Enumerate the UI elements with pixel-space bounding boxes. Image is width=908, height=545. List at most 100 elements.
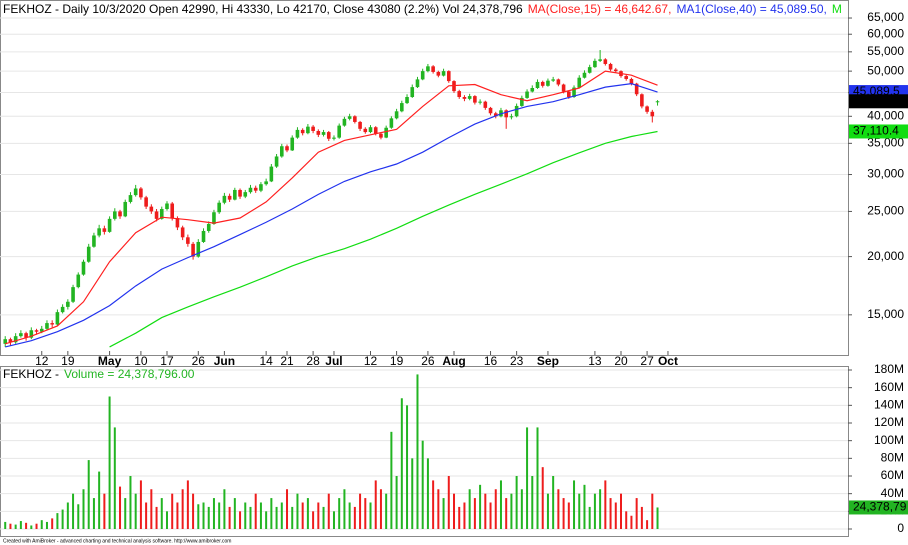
candle-body	[655, 101, 660, 103]
volume-bar	[45, 521, 48, 529]
volume-bar	[520, 489, 523, 529]
volume-bar	[583, 484, 586, 529]
volume-bar	[484, 493, 487, 529]
candle-body	[39, 328, 44, 332]
volume-bar	[432, 480, 435, 529]
ma-line	[5, 70, 658, 345]
candle-body	[159, 209, 164, 219]
volume-bar	[108, 396, 111, 529]
x-tick-label: 16	[484, 354, 498, 368]
volume-bar	[207, 506, 210, 529]
candle-body	[431, 66, 435, 72]
candle-body	[238, 189, 242, 197]
volume-bar	[82, 489, 85, 529]
volume-bar	[119, 486, 122, 529]
volume-bar	[510, 493, 513, 529]
candle-body	[650, 111, 655, 117]
value-tag	[849, 124, 908, 139]
y-tick-label: 40M	[881, 486, 904, 500]
volume-bar	[536, 427, 539, 529]
candle-body	[149, 206, 154, 212]
candle-body	[394, 111, 399, 119]
candle-body	[457, 91, 462, 98]
candle-body	[186, 237, 190, 244]
candle-body	[514, 105, 519, 117]
volume-bar	[359, 493, 362, 529]
candle-body	[191, 243, 195, 257]
candle-body	[243, 192, 248, 197]
candle-body	[107, 218, 112, 232]
volume-bar	[343, 489, 346, 529]
candle-body	[128, 195, 133, 202]
candle-body	[473, 96, 477, 103]
volume-bar	[546, 493, 549, 529]
volume-bar	[129, 476, 132, 529]
volume-bar	[14, 524, 17, 529]
volume-bar	[9, 523, 12, 529]
candle-body	[337, 125, 341, 138]
volume-bar	[437, 489, 440, 529]
x-tick-label: 14	[259, 354, 273, 368]
volume-bar	[171, 493, 174, 529]
candle-body	[264, 181, 268, 185]
candle-body	[133, 188, 138, 196]
candle-body	[603, 59, 608, 64]
candle-body	[446, 71, 451, 82]
volume-bar	[656, 507, 659, 529]
candle-body	[253, 187, 258, 191]
volume-bar	[338, 498, 341, 529]
volume-bar	[609, 498, 612, 529]
volume-bar	[458, 506, 461, 529]
x-tick-label: Oct	[658, 354, 678, 368]
candle-body	[248, 187, 253, 193]
candle-body	[60, 306, 65, 313]
value-tag-label: 24,378,79	[853, 500, 907, 514]
candle-body	[353, 116, 357, 122]
candle-body	[483, 101, 488, 108]
candle-body	[19, 333, 23, 337]
volume-bar	[374, 480, 377, 529]
volume-bar	[270, 498, 273, 529]
volume-bar	[155, 506, 158, 529]
candle-body	[405, 97, 409, 104]
y-tick-label: 50,000	[867, 63, 904, 77]
candle-body	[144, 197, 148, 207]
volume-bar	[218, 502, 221, 529]
candle-body	[410, 87, 415, 98]
candle-body	[13, 336, 18, 343]
volume-bar	[317, 502, 320, 529]
volume-bar	[421, 440, 424, 529]
candle-body	[467, 96, 472, 99]
volume-bar	[531, 476, 534, 529]
volume-bar	[72, 493, 75, 529]
volume-bar	[499, 480, 502, 529]
candle-body	[535, 81, 540, 89]
x-tick-label: 17	[160, 354, 174, 368]
volume-bar	[599, 489, 602, 529]
volume-bar	[87, 460, 90, 529]
candle-body	[493, 113, 498, 117]
ma-line	[5, 83, 658, 348]
value-tag	[849, 500, 908, 515]
x-tick-label: Sep	[537, 354, 559, 368]
candle-body	[295, 129, 300, 138]
y-tick-label: 25,000	[867, 204, 904, 218]
candle-body	[598, 59, 602, 61]
volume-bar	[479, 484, 482, 529]
candle-body	[326, 132, 331, 139]
volume-bar	[61, 509, 64, 529]
y-tick-label: 15,000	[867, 307, 904, 321]
candle-body	[462, 97, 467, 99]
volume-bar	[286, 489, 289, 529]
candle-body	[561, 84, 566, 92]
candle-body	[420, 71, 425, 80]
x-tick-label: 26	[192, 354, 206, 368]
candle-body	[274, 156, 279, 167]
volume-bar	[244, 502, 247, 529]
volume-bar	[489, 502, 492, 529]
candle-body	[8, 339, 13, 343]
volume-bar	[30, 525, 33, 529]
candle-body	[118, 211, 122, 217]
candle-body	[436, 71, 441, 76]
x-tick-label: 12	[35, 354, 49, 368]
